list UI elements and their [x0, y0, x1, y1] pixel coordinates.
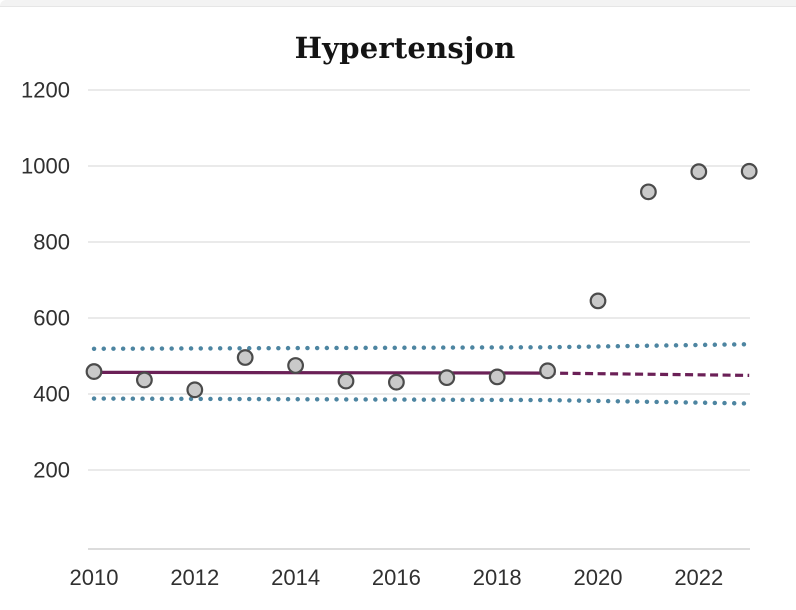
y-tick-label-1000: 1000 — [21, 154, 70, 179]
x-tick-label-2016: 2016 — [372, 565, 421, 590]
y-tick-label-800: 800 — [33, 230, 70, 255]
data-point-2018 — [488, 368, 506, 386]
data-point-2020 — [589, 292, 607, 310]
data-point-2023 — [740, 162, 758, 180]
x-tick-label-2018: 2018 — [473, 565, 522, 590]
trend-forecast-line — [547, 371, 750, 377]
data-point-2015 — [337, 372, 355, 390]
data-point-2010 — [85, 363, 103, 380]
data-point-2012 — [186, 381, 204, 399]
x-tick-label-2014: 2014 — [271, 565, 320, 590]
y-tick-label-400: 400 — [33, 382, 70, 407]
prediction-band-upper-line — [91, 342, 752, 351]
data-point-2016 — [388, 373, 405, 391]
data-point-2013 — [236, 349, 254, 366]
x-tick-label-2022: 2022 — [674, 565, 723, 590]
x-tick-label-2012: 2012 — [170, 565, 219, 590]
data-point-2014 — [287, 357, 305, 374]
window-top-edge — [0, 0, 796, 7]
y-tick-label-1200: 1200 — [21, 78, 70, 103]
data-point-2019 — [539, 362, 556, 380]
y-tick-label-600: 600 — [33, 306, 70, 331]
data-point-2011 — [135, 371, 153, 389]
prediction-band-lower-line — [91, 396, 752, 406]
trend-fit-line — [93, 370, 548, 375]
data-point-2017 — [438, 369, 456, 387]
x-tick-label-2010: 2010 — [70, 565, 119, 590]
y-tick-label-200: 200 — [33, 458, 70, 483]
chart-title: Hypertensjon — [294, 31, 516, 65]
data-point-2022 — [690, 163, 708, 181]
data-point-2021 — [640, 183, 657, 201]
x-tick-label-2020: 2020 — [574, 565, 623, 590]
